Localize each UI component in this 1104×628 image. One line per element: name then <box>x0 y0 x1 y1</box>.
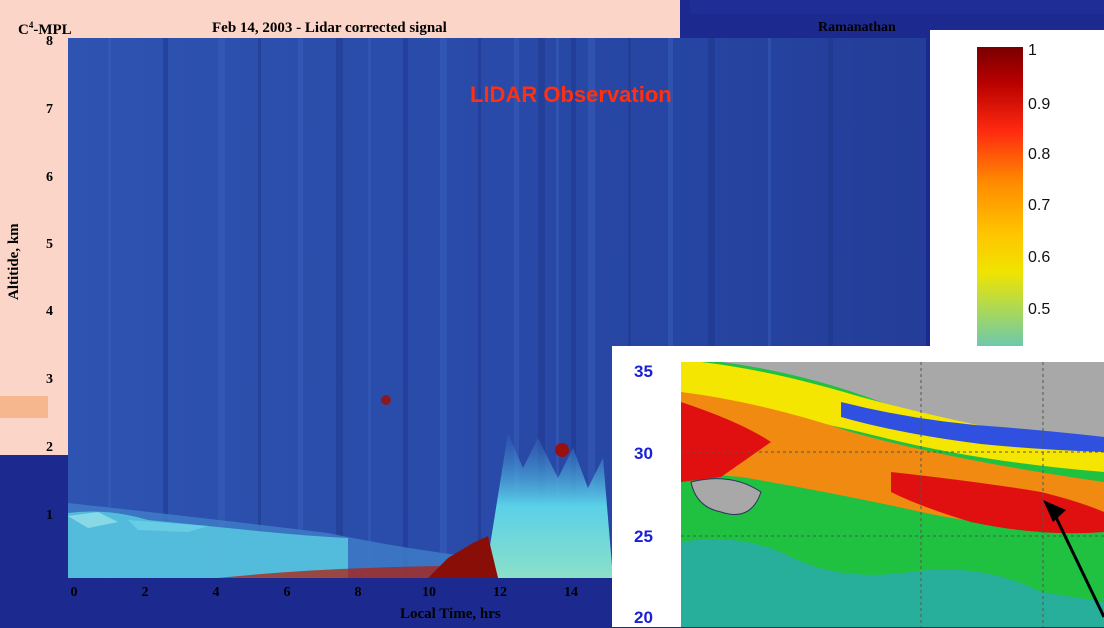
signal-streak <box>538 38 545 578</box>
y-tick: 7 <box>46 102 53 117</box>
signal-streak <box>514 38 519 578</box>
colorbar-tick: 0.7 <box>1028 197 1051 214</box>
signal-streak <box>368 38 371 578</box>
y-axis-label: Altitide, km <box>6 223 22 300</box>
signal-streak <box>298 38 303 578</box>
map-blue-patch <box>681 539 1104 627</box>
lidar-observation-label: LIDAR Observation <box>470 82 672 107</box>
colorbar-tick: 0.6 <box>1028 249 1051 266</box>
signal-streak <box>571 38 576 578</box>
signal-streak <box>668 38 673 578</box>
x-tick: 6 <box>283 585 291 600</box>
background-panel-top-right <box>690 0 1104 14</box>
y-tick: 1 <box>46 508 53 523</box>
surface-signal-red <box>218 538 498 578</box>
y-tick: 8 <box>46 34 53 49</box>
cloud-spot-1 <box>381 395 391 405</box>
y-tick: 5 <box>46 237 53 252</box>
background-peach-bar <box>0 396 48 418</box>
signal-streak <box>403 38 408 578</box>
x-tick: 10 <box>422 585 436 600</box>
colorbar-tick: 0.9 <box>1028 96 1051 113</box>
map-y-tick: 20 <box>634 608 653 627</box>
map-blue-edge <box>841 402 1104 452</box>
colorbar-tick: 1 <box>1028 42 1037 59</box>
signal-streak <box>628 38 631 578</box>
chart-title: Feb 14, 2003 - Lidar corrected signal <box>212 20 447 36</box>
signal-streak <box>828 38 833 578</box>
y-tick: 3 <box>46 372 53 387</box>
colorbar-gradient <box>977 47 1023 347</box>
map-y-tick: 30 <box>634 444 653 463</box>
vertical-streaks <box>108 38 833 578</box>
aerosol-patch-2 <box>128 520 208 532</box>
signal-streak <box>556 38 559 578</box>
x-tick: 2 <box>141 585 149 600</box>
aerosol-patch-1 <box>68 512 118 528</box>
x-tick: 0 <box>70 585 78 600</box>
signal-streak <box>336 38 343 578</box>
signal-streak <box>588 38 595 578</box>
x-tick: 12 <box>493 585 507 600</box>
instrument-label: C4-MPL <box>18 20 72 38</box>
signal-streak <box>768 38 771 578</box>
map-red-east <box>891 472 1104 534</box>
map-gray-island <box>690 478 762 515</box>
signal-streak <box>108 38 111 578</box>
map-y-tick: 35 <box>634 362 653 381</box>
background-left-strip <box>0 455 20 627</box>
map-arrow-head <box>1043 500 1066 522</box>
signal-streak <box>218 38 225 578</box>
signal-streak <box>478 38 481 578</box>
signal-streak <box>163 38 168 578</box>
x-axis-label: Local Time, hrs <box>400 606 501 622</box>
colorbar-tick: 0.8 <box>1028 146 1051 163</box>
signal-streak <box>258 38 261 578</box>
x-tick: 14 <box>564 585 578 600</box>
y-tick: 2 <box>46 440 53 455</box>
x-tick: 8 <box>354 585 362 600</box>
signal-streak <box>440 38 447 578</box>
cloud-spot-2 <box>555 443 569 457</box>
y-tick: 6 <box>46 170 53 185</box>
convective-plume <box>468 433 613 578</box>
colorbar-tick: 0.5 <box>1028 301 1051 318</box>
y-tick: 4 <box>46 304 53 319</box>
map-arrow-shaft <box>1049 506 1104 618</box>
surface-signal-dark <box>428 536 498 578</box>
satellite-aerosol-map <box>681 362 1104 627</box>
x-tick: 4 <box>212 585 220 600</box>
map-y-tick: 25 <box>634 527 653 546</box>
colorbar <box>977 47 1023 347</box>
author-label: Ramanathan <box>818 20 896 35</box>
map-red-west <box>681 402 771 482</box>
signal-streak <box>708 38 715 578</box>
